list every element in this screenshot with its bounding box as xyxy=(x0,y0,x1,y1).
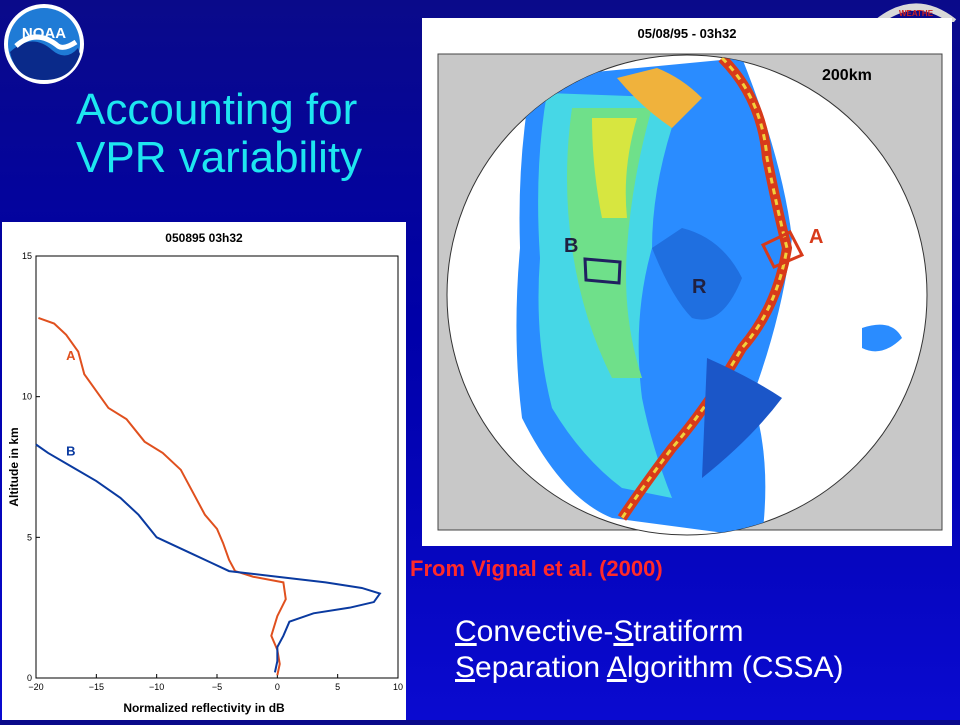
slide-title-line1: Accounting for xyxy=(76,85,358,134)
profile-line-b xyxy=(35,443,382,673)
cssa-lgorithm: lgorithm (CSSA) xyxy=(626,651,844,684)
radar-title: 05/08/95 - 03h32 xyxy=(637,26,736,41)
vpr-profile-chart: 050895 03h32 Normalized reflectivity in … xyxy=(2,222,406,720)
x-tick-label: −15 xyxy=(89,682,104,692)
box-a xyxy=(760,230,805,269)
profile-label-a: A xyxy=(66,348,76,363)
weather-service-logo-icon: WEATHE xyxy=(875,3,957,22)
cssa-s1: S xyxy=(613,615,634,648)
label-r: R xyxy=(692,276,707,298)
chart-title: 050895 03h32 xyxy=(165,231,243,245)
x-tick-label: 10 xyxy=(393,682,403,692)
y-axis-label: Altitude in km xyxy=(7,427,21,506)
y-tick-label: 15 xyxy=(22,251,32,261)
source-credit: From Vignal et al. (2000) xyxy=(410,556,663,581)
profile-line-a xyxy=(38,316,287,676)
y-tick-label: 0 xyxy=(27,673,32,683)
cssa-a: A xyxy=(606,651,627,684)
cssa-line2: Separation Algorithm (CSSA) xyxy=(455,650,844,686)
radar-map: 05/08/95 - 03h32 200km B A R xyxy=(437,26,943,536)
cssa-line1: Convective-Stratiform xyxy=(455,614,844,650)
noaa-logo-text: NOAA xyxy=(22,25,66,42)
radar-scale: 200km xyxy=(822,67,872,84)
noaa-logo-icon: NOAA xyxy=(4,4,84,84)
radar-image: 05/08/95 - 03h32 200km B A R xyxy=(422,18,952,546)
x-tick-label: −10 xyxy=(149,682,164,692)
vpr-chart-svg: 050895 03h32 Normalized reflectivity in … xyxy=(7,231,403,715)
x-axis-label: Normalized reflectivity in dB xyxy=(123,701,285,715)
slide-title: Accounting for VPR variability xyxy=(76,86,362,182)
cssa-caption: Convective-Stratiform Separation Algorit… xyxy=(455,614,844,686)
x-tick-label: −5 xyxy=(212,682,222,692)
x-tick-label: 5 xyxy=(335,682,340,692)
y-tick-label: 10 xyxy=(22,392,32,402)
x-tick-label: 0 xyxy=(275,682,280,692)
weather-logo-text: WEATHE xyxy=(899,9,934,18)
cssa-s2: S xyxy=(455,651,476,684)
plot-frame xyxy=(35,255,399,679)
slide-title-line2: VPR variability xyxy=(76,133,363,182)
cssa-eparation: eparation xyxy=(475,651,607,684)
cssa-tratiform: tratiform xyxy=(633,615,744,648)
cssa-c: C xyxy=(455,615,477,648)
profile-label-b: B xyxy=(66,444,75,459)
x-tick-label: −20 xyxy=(28,682,43,692)
label-b: B xyxy=(564,235,578,257)
cssa-onvective: onvective- xyxy=(476,615,614,648)
box-b xyxy=(583,257,622,285)
label-a: A xyxy=(809,226,823,248)
y-tick-label: 5 xyxy=(27,532,32,542)
